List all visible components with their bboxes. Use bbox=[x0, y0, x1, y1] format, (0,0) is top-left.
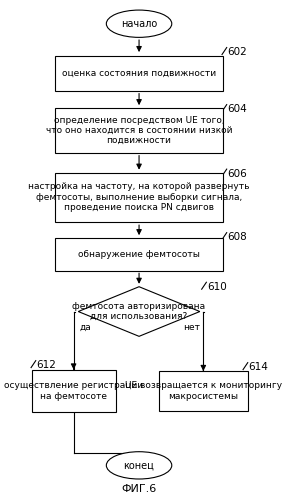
Text: 610: 610 bbox=[207, 282, 227, 292]
FancyBboxPatch shape bbox=[159, 371, 248, 411]
Text: определение посредством UE того,
что оно находится в состоянии низкой
подвижност: определение посредством UE того, что оно… bbox=[46, 115, 232, 145]
Text: обнаружение фемтосоты: обнаружение фемтосоты bbox=[78, 250, 200, 259]
Text: UE возвращается к мониторингу
макросистемы: UE возвращается к мониторингу макросисте… bbox=[125, 381, 282, 401]
Text: 602: 602 bbox=[227, 47, 247, 57]
Text: осуществление регистрации
на фемтосоте: осуществление регистрации на фемтосоте bbox=[4, 381, 143, 401]
FancyBboxPatch shape bbox=[55, 173, 223, 222]
Text: 614: 614 bbox=[249, 362, 268, 372]
Text: ФИГ.6: ФИГ.6 bbox=[122, 484, 157, 494]
FancyBboxPatch shape bbox=[55, 56, 223, 91]
Ellipse shape bbox=[106, 452, 172, 479]
FancyBboxPatch shape bbox=[55, 108, 223, 153]
Text: 608: 608 bbox=[227, 232, 247, 242]
Text: настройка на частоту, на которой развернуть
фемтосоты, выполнение выборки сигнал: настройка на частоту, на которой разверн… bbox=[28, 183, 250, 212]
Polygon shape bbox=[78, 287, 200, 336]
Text: 606: 606 bbox=[227, 169, 247, 179]
Text: 604: 604 bbox=[227, 104, 247, 114]
FancyBboxPatch shape bbox=[31, 370, 116, 412]
Text: 612: 612 bbox=[36, 360, 56, 370]
FancyBboxPatch shape bbox=[55, 239, 223, 270]
Text: конец: конец bbox=[124, 461, 154, 471]
Text: нет: нет bbox=[183, 323, 200, 332]
Text: да: да bbox=[80, 323, 91, 332]
Ellipse shape bbox=[106, 10, 172, 37]
Text: фемтосота авторизирована
для использования?: фемтосота авторизирована для использован… bbox=[72, 302, 206, 321]
Text: оценка состояния подвижности: оценка состояния подвижности bbox=[62, 69, 216, 78]
Text: начало: начало bbox=[121, 19, 157, 29]
